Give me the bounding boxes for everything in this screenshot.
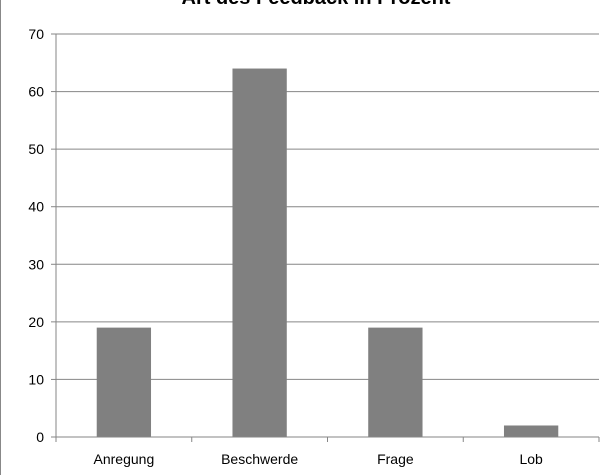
bar-frage bbox=[368, 327, 423, 437]
y-tick-label-1: 10 bbox=[28, 371, 44, 387]
x-tick-label-anregung: Anregung bbox=[94, 451, 155, 467]
y-tick-label-4: 40 bbox=[28, 199, 44, 215]
y-tick-label-7: 70 bbox=[28, 26, 44, 42]
x-tick-labels: Anregung Beschwerde Frage Lob bbox=[94, 451, 544, 467]
axes bbox=[51, 33, 600, 442]
bars bbox=[96, 68, 559, 438]
bar-beschwerde bbox=[232, 68, 287, 438]
y-tick-label-0: 0 bbox=[36, 429, 44, 445]
chart-title: Art des Feedback in Prozent bbox=[182, 0, 451, 9]
y-tick-labels: 0 10 20 30 40 50 60 70 bbox=[28, 26, 44, 445]
x-tick-label-beschwerde: Beschwerde bbox=[221, 451, 298, 467]
y-tick-label-2: 20 bbox=[28, 314, 44, 330]
y-tick-label-5: 50 bbox=[28, 141, 44, 157]
y-tick-label-3: 30 bbox=[28, 256, 44, 272]
grid-lines bbox=[56, 33, 599, 380]
bar-anregung bbox=[96, 327, 152, 437]
x-tick-label-frage: Frage bbox=[377, 451, 414, 467]
x-tick-label-lob: Lob bbox=[519, 451, 543, 467]
bar-lob bbox=[503, 425, 559, 437]
y-tick-label-6: 60 bbox=[28, 84, 44, 100]
